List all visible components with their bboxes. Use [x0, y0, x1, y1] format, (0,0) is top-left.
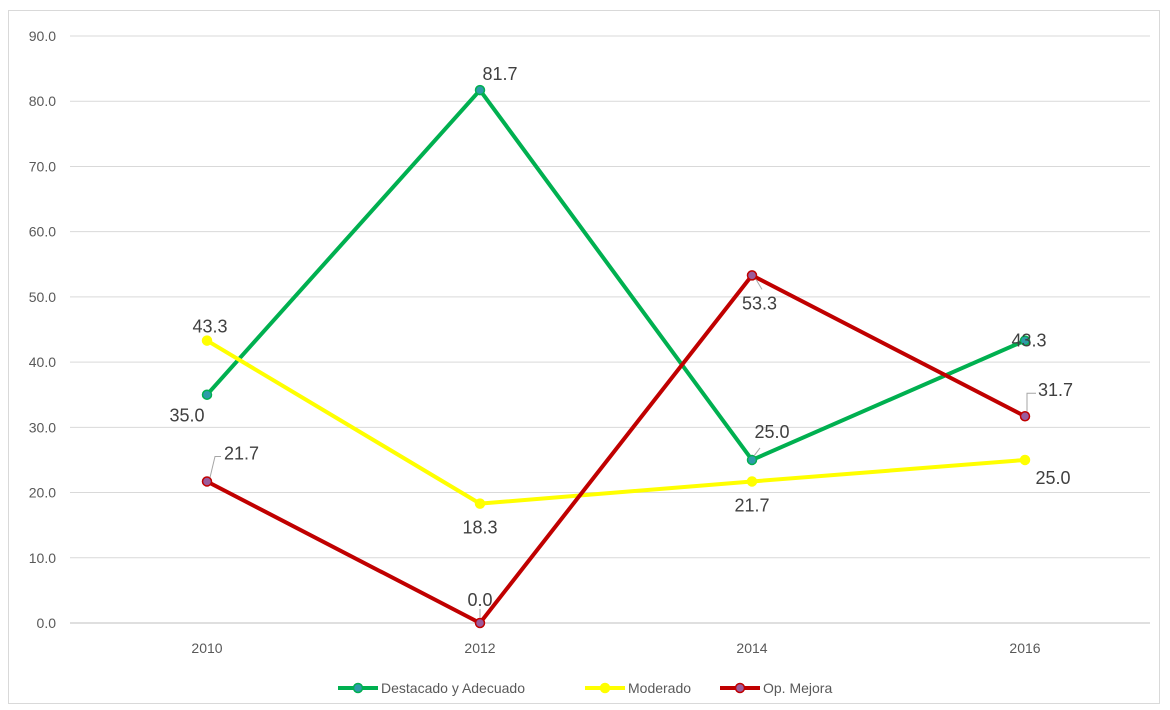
legend: Destacado y Adecuado Moderado Op. Mejora: [338, 680, 832, 696]
data-point: [746, 476, 758, 487]
series-line-2: [205, 273, 1027, 625]
data-label: 43.3: [192, 317, 227, 337]
data-point: [201, 335, 213, 346]
legend-swatch-marker: [734, 682, 746, 694]
x-tick-label: 2014: [736, 640, 767, 656]
chart-frame: [8, 10, 1160, 704]
data-point: [474, 498, 486, 509]
data-point: [1019, 410, 1031, 422]
data-label: 0.0: [467, 590, 492, 610]
y-tick-label: 70.0: [29, 158, 56, 174]
series-lines: [201, 84, 1031, 629]
data-point: [474, 84, 486, 96]
y-tick-label: 20.0: [29, 485, 56, 501]
label-leader: [755, 279, 763, 290]
y-tick-label: 50.0: [29, 289, 56, 305]
data-label: 53.3: [742, 293, 777, 313]
data-point: [201, 476, 213, 487]
legend-swatch-marker: [599, 682, 611, 694]
data-label: 31.7: [1038, 380, 1073, 400]
gridlines: [70, 35, 1150, 624]
y-tick-label: 0.0: [37, 615, 57, 631]
y-tick-label: 90.0: [29, 28, 56, 44]
x-tick-label: 2016: [1009, 640, 1040, 656]
y-tick-label: 80.0: [29, 93, 56, 109]
x-tick-label: 2010: [191, 640, 222, 656]
x-axis-ticks: 2010 2012 2014 2016: [191, 640, 1040, 656]
data-label: 25.0: [754, 422, 789, 442]
data-point: [746, 270, 758, 281]
series-line-0: [205, 88, 1027, 462]
data-label: 21.7: [224, 443, 259, 463]
series-line-1: [205, 338, 1027, 506]
label-leader: [753, 447, 761, 457]
y-tick-label: 10.0: [29, 550, 56, 566]
data-label: 18.3: [462, 518, 497, 538]
y-tick-label: 30.0: [29, 419, 56, 435]
legend-label: Moderado: [628, 680, 691, 696]
data-point: [201, 389, 213, 400]
label-leader: [1026, 392, 1036, 412]
data-label: 43.3: [1011, 331, 1046, 351]
x-tick-label: 2012: [464, 640, 495, 656]
y-tick-label: 40.0: [29, 354, 56, 370]
y-axis-ticks: 0.0 10.0 20.0 30.0 40.0 50.0 60.0 70.0 80.0 90.0: [29, 28, 56, 631]
data-point: [1019, 454, 1031, 466]
data-point: [1019, 335, 1031, 346]
data-label: 81.7: [482, 64, 517, 84]
data-point: [474, 617, 486, 629]
legend-swatch-marker: [352, 682, 364, 694]
data-labels: 35.0 81.7 25.0 43.3 43.3 18.3 21.7 25.0 21.7 0.0 5…: [169, 64, 1073, 618]
label-leader: [209, 455, 221, 478]
data-label: 35.0: [169, 406, 204, 426]
data-label: 25.0: [1035, 468, 1070, 488]
data-point: [746, 454, 758, 466]
legend-label: Op. Mejora: [763, 680, 832, 696]
y-tick-label: 60.0: [29, 224, 56, 240]
data-label: 21.7: [734, 495, 769, 515]
legend-label: Destacado y Adecuado: [381, 680, 525, 696]
